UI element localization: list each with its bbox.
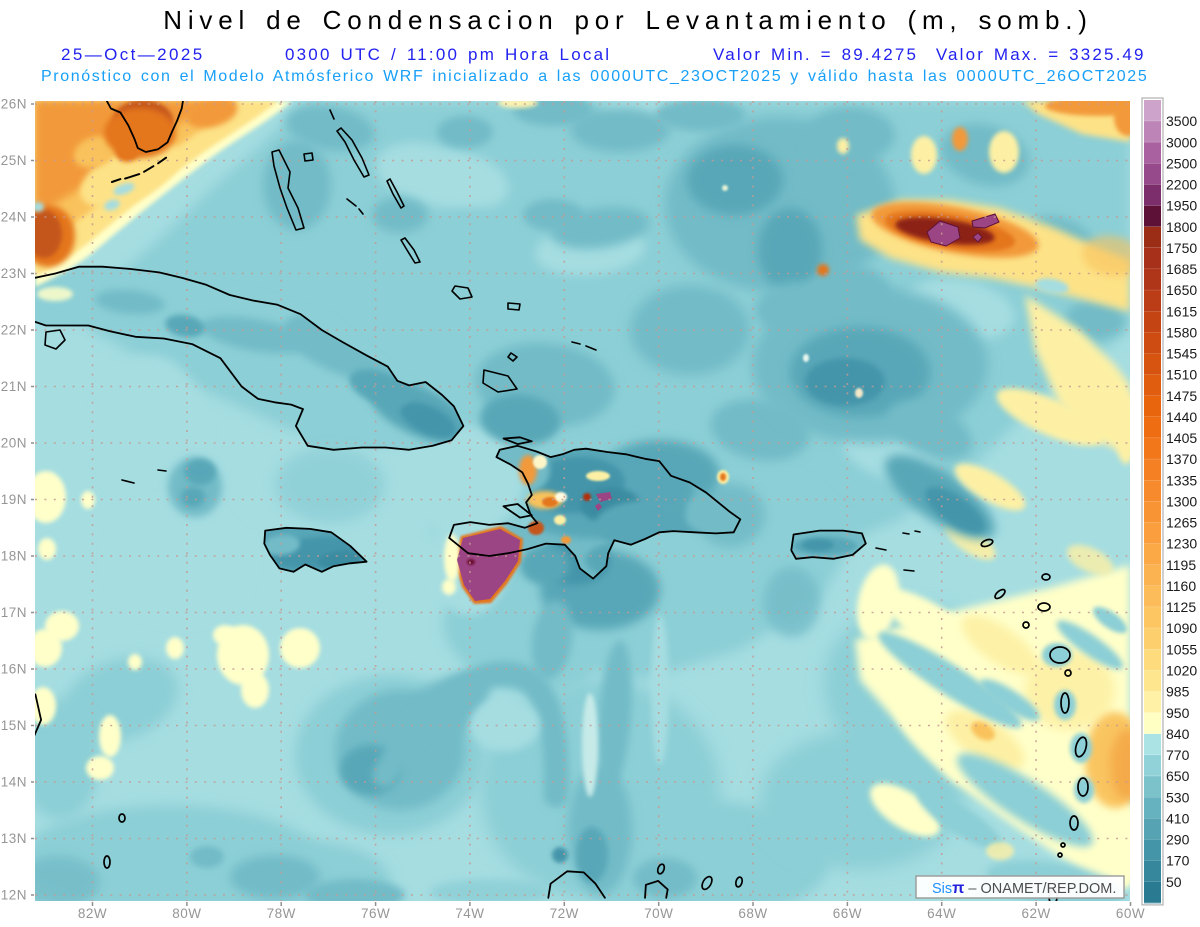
svg-text:1475: 1475 [1166, 388, 1197, 404]
svg-text:26N: 26N [1, 97, 27, 112]
svg-text:1020: 1020 [1166, 663, 1197, 679]
svg-text:18N: 18N [1, 549, 27, 564]
svg-text:14N: 14N [1, 775, 27, 790]
svg-text:Pronóstico con el Modelo Atmós: Pronóstico con el Modelo Atmósferico WRF… [41, 68, 1148, 85]
svg-text:25—Oct—2025: 25—Oct—2025 [61, 45, 205, 64]
svg-text:840: 840 [1166, 726, 1190, 742]
svg-text:2500: 2500 [1166, 155, 1197, 171]
svg-text:Sisπ – ONAMET/REP.DOM.: Sisπ – ONAMET/REP.DOM. [932, 880, 1116, 897]
svg-text:21N: 21N [1, 379, 27, 394]
svg-text:78W: 78W [267, 906, 296, 921]
svg-text:170: 170 [1166, 853, 1190, 869]
svg-text:1440: 1440 [1166, 409, 1197, 425]
svg-text:3000: 3000 [1166, 134, 1197, 150]
svg-text:1230: 1230 [1166, 536, 1197, 552]
svg-text:72W: 72W [550, 906, 579, 921]
svg-text:1650: 1650 [1166, 282, 1197, 298]
svg-text:13N: 13N [1, 831, 27, 846]
svg-text:64W: 64W [927, 906, 956, 921]
svg-text:1510: 1510 [1166, 367, 1197, 383]
svg-text:60W: 60W [1116, 906, 1145, 921]
svg-text:1750: 1750 [1166, 240, 1197, 256]
svg-text:1055: 1055 [1166, 641, 1197, 657]
svg-text:15N: 15N [1, 718, 27, 733]
svg-text:650: 650 [1166, 768, 1190, 784]
svg-text:1545: 1545 [1166, 346, 1197, 362]
svg-text:290: 290 [1166, 832, 1190, 848]
svg-text:74W: 74W [455, 906, 484, 921]
svg-text:0300 UTC / 11:00 pm Hora Local: 0300 UTC / 11:00 pm Hora Local [285, 45, 611, 64]
svg-text:76W: 76W [361, 906, 390, 921]
svg-text:1265: 1265 [1166, 515, 1197, 531]
svg-text:530: 530 [1166, 789, 1190, 805]
svg-text:410: 410 [1166, 810, 1190, 826]
svg-text:1090: 1090 [1166, 620, 1197, 636]
svg-text:66W: 66W [833, 906, 862, 921]
svg-text:950: 950 [1166, 705, 1190, 721]
svg-text:1335: 1335 [1166, 472, 1197, 488]
svg-text:985: 985 [1166, 684, 1190, 700]
svg-text:1300: 1300 [1166, 494, 1197, 510]
svg-text:16N: 16N [1, 662, 27, 677]
svg-text:Nivel de Condensacion por Leva: Nivel de Condensacion por Levantamiento … [163, 5, 1092, 35]
svg-text:80W: 80W [172, 906, 201, 921]
svg-text:17N: 17N [1, 605, 27, 620]
svg-text:770: 770 [1166, 747, 1190, 763]
svg-text:1195: 1195 [1166, 557, 1196, 573]
svg-text:1370: 1370 [1166, 451, 1197, 467]
svg-text:24N: 24N [1, 210, 27, 225]
svg-text:62W: 62W [1021, 906, 1050, 921]
svg-text:50: 50 [1166, 874, 1182, 890]
svg-text:1615: 1615 [1166, 303, 1197, 319]
svg-text:20N: 20N [1, 436, 27, 451]
svg-text:1580: 1580 [1166, 324, 1197, 340]
svg-text:22N: 22N [1, 323, 27, 338]
svg-text:25N: 25N [1, 153, 27, 168]
svg-text:1800: 1800 [1166, 219, 1197, 235]
svg-text:1685: 1685 [1166, 261, 1197, 277]
svg-text:1160: 1160 [1166, 578, 1196, 594]
svg-text:3500: 3500 [1166, 113, 1197, 129]
svg-text:1405: 1405 [1166, 430, 1197, 446]
svg-text:12N: 12N [1, 888, 27, 903]
svg-text:1950: 1950 [1166, 198, 1197, 214]
svg-text:Valor Min. = 89.4275 Valor Ma: Valor Min. = 89.4275 Valor Max. = 3325.4… [713, 45, 1146, 64]
svg-text:2200: 2200 [1166, 177, 1197, 193]
svg-text:70W: 70W [644, 906, 673, 921]
svg-text:68W: 68W [738, 906, 767, 921]
svg-text:1125: 1125 [1166, 599, 1196, 615]
svg-text:19N: 19N [1, 492, 27, 507]
svg-text:23N: 23N [1, 266, 27, 281]
svg-text:82W: 82W [78, 906, 107, 921]
